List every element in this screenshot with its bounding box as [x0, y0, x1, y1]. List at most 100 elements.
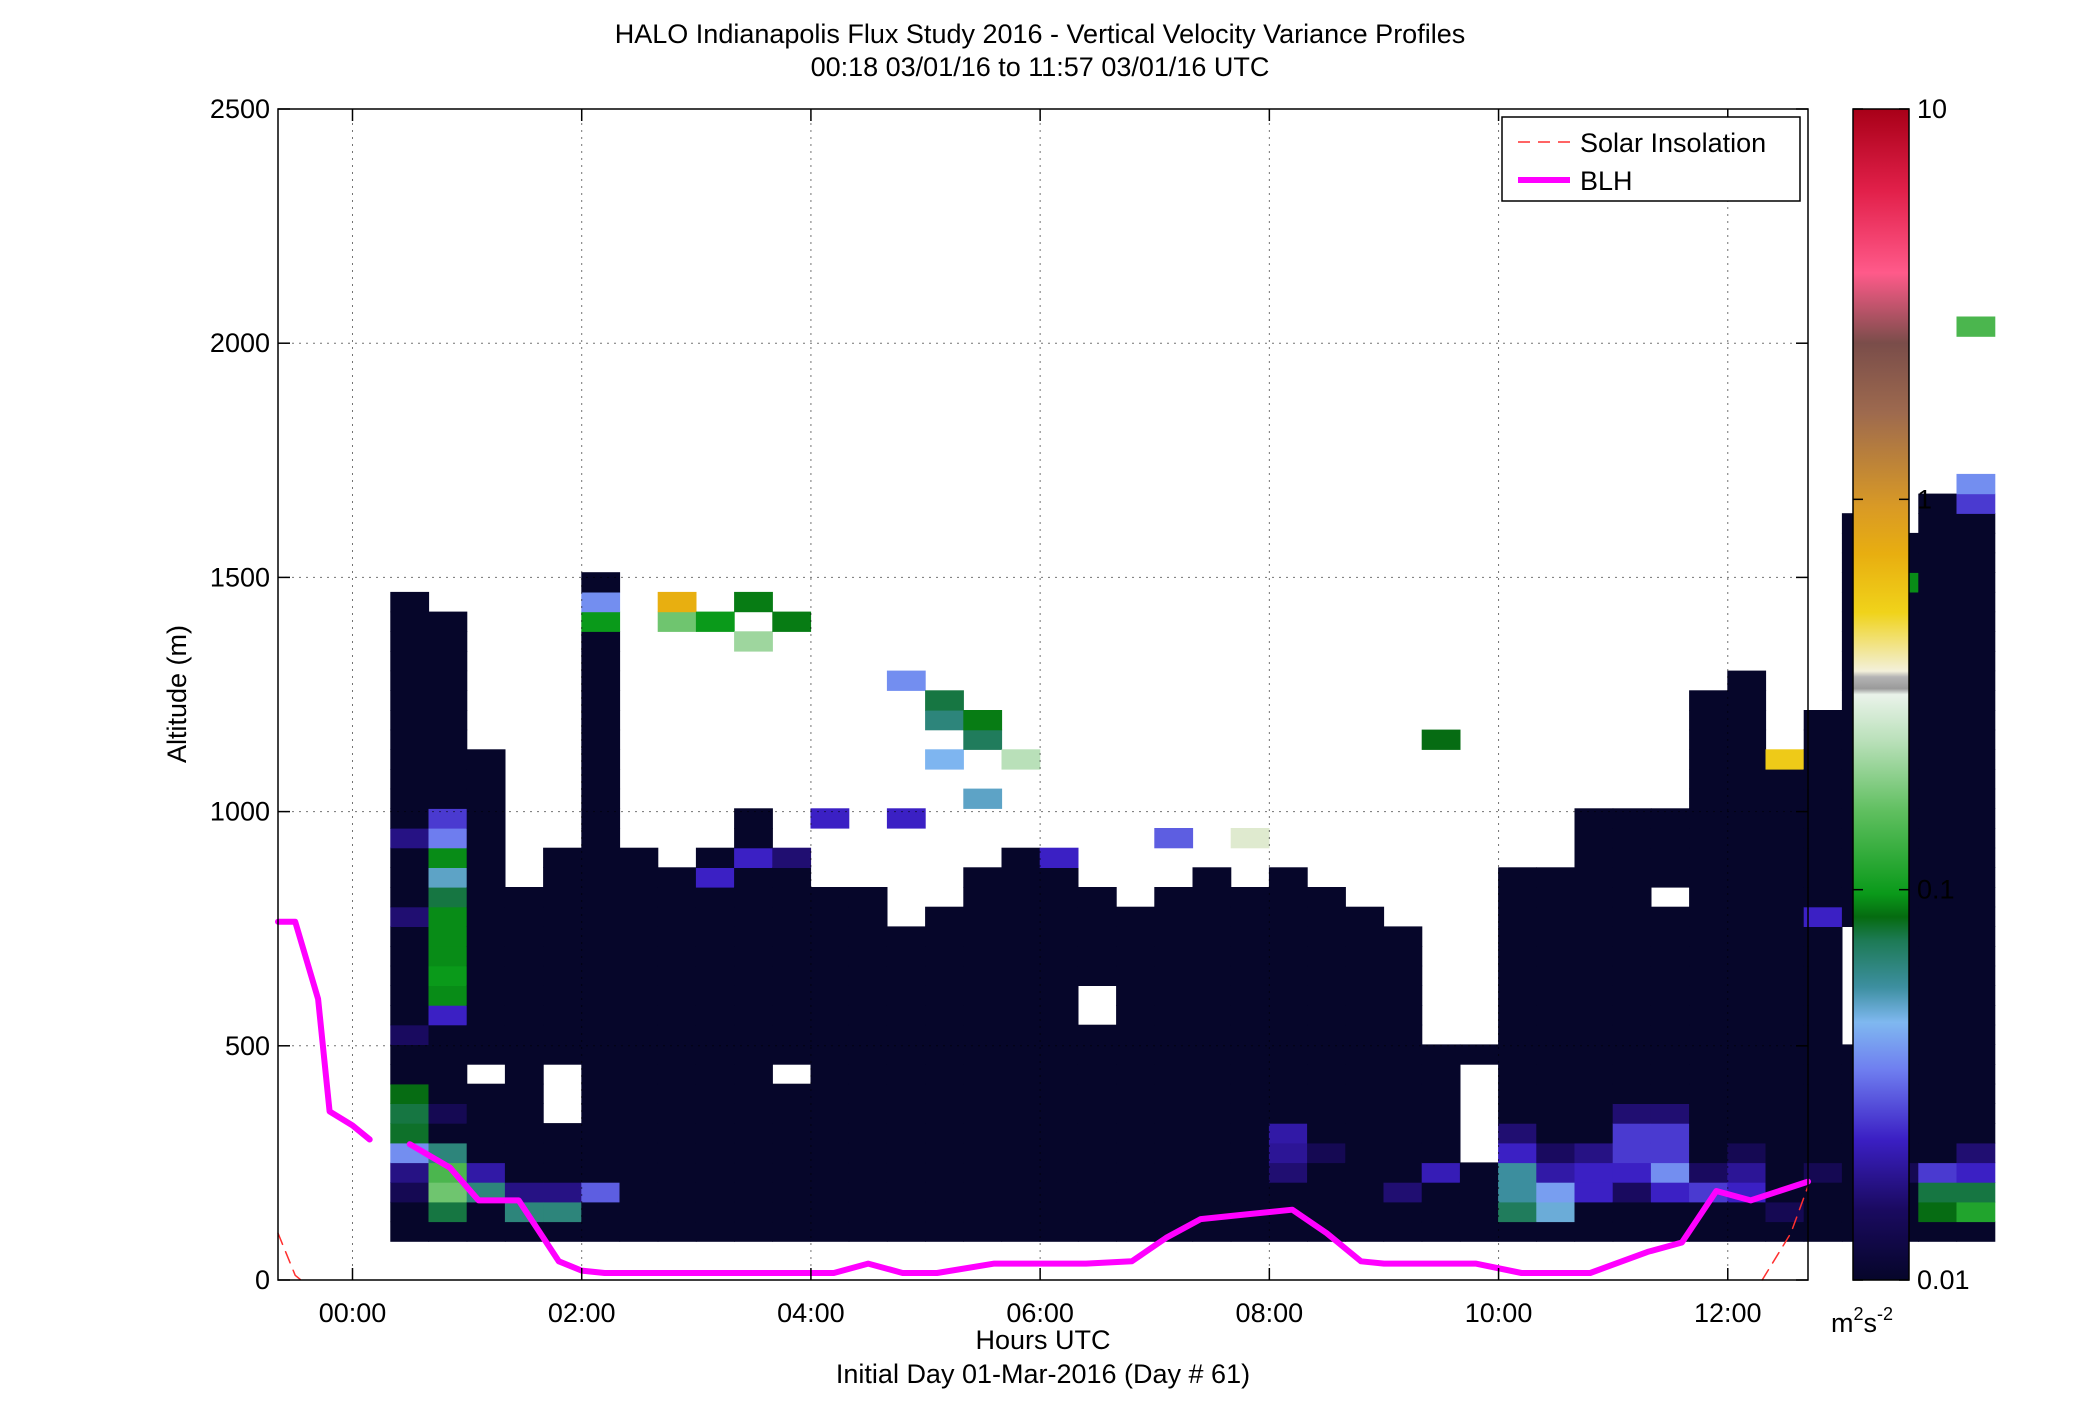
heat-cell: [1689, 1064, 1728, 1085]
heat-cell: [657, 985, 697, 1006]
heat-cell: [1230, 1005, 1270, 1026]
heat-cell: [1536, 1201, 1576, 1223]
heat-cell: [1039, 1083, 1079, 1104]
legend-label-solar: Solar Insolation: [1580, 128, 1766, 158]
heat-cell: [1001, 1142, 1041, 1164]
heat-cell: [1268, 1182, 1308, 1203]
heat-cell: [390, 1103, 430, 1124]
heat-cell: [1077, 965, 1117, 986]
heat-cell: [1574, 1044, 1614, 1065]
heat-cell: [772, 926, 812, 947]
heat-cell: [1421, 1142, 1461, 1164]
heat-cell: [1154, 965, 1194, 986]
heat-cell: [1039, 946, 1079, 967]
heat-cell: [1116, 946, 1155, 967]
heat-cell: [428, 729, 468, 750]
heat-cell: [1574, 1064, 1614, 1085]
heat-cell: [848, 1005, 888, 1026]
heat-cell: [1307, 1044, 1346, 1065]
heat-cell: [390, 1123, 430, 1144]
heat-cell: [1154, 828, 1194, 849]
heat-cell: [848, 1221, 888, 1242]
heat-cell: [1230, 1024, 1270, 1045]
heat-cell: [1154, 1182, 1194, 1203]
heat-cell: [1727, 1083, 1767, 1104]
heat-cell: [581, 1083, 621, 1104]
heat-cell: [1307, 926, 1346, 947]
heat-cell: [1918, 808, 1958, 829]
heat-cell: [734, 867, 773, 888]
heat-cell: [1268, 965, 1308, 986]
heat-cell: [734, 1044, 773, 1065]
heat-cell: [1689, 887, 1728, 908]
heat-cell: [504, 1182, 544, 1203]
heat-cell: [581, 906, 621, 927]
heat-cell: [619, 985, 659, 1006]
colorbar-tick-label: 0.1: [1917, 875, 1955, 905]
heat-cell: [1154, 926, 1194, 947]
heat-cell: [466, 788, 506, 809]
heat-cell: [1956, 887, 1996, 908]
heat-cell: [1727, 749, 1767, 770]
heat-cell: [1918, 847, 1958, 868]
heat-cell: [963, 887, 1003, 908]
heat-cell: [772, 1005, 812, 1026]
heat-cell: [963, 946, 1003, 967]
heat-cell: [1918, 552, 1958, 573]
heat-cell: [390, 710, 430, 731]
chart-title: HALO Indianapolis Flux Study 2016 - Vert…: [615, 19, 1465, 49]
heat-cell: [581, 965, 621, 986]
heat-cell: [695, 965, 735, 986]
heat-cell: [466, 1083, 506, 1104]
heat-cell: [466, 1162, 506, 1183]
heat-cell: [1765, 906, 1805, 927]
heat-cell: [1116, 1162, 1155, 1183]
heat-cell: [1307, 1103, 1346, 1124]
heat-cell: [1689, 1142, 1728, 1164]
heat-cell: [810, 1103, 850, 1124]
colorbar: 0.01 0.1 1 10 m2s-2: [1831, 94, 1970, 1338]
heat-cell: [1650, 808, 1690, 829]
heat-cell: [925, 749, 964, 770]
heat-cell: [1498, 1103, 1537, 1124]
heat-cell: [963, 1044, 1003, 1065]
heat-cell: [504, 1044, 544, 1065]
heat-cell: [1345, 1201, 1385, 1223]
heat-cell: [1956, 946, 1996, 967]
heat-cell: [1956, 847, 1996, 868]
heat-cell: [428, 1103, 468, 1124]
heat-cell: [619, 926, 659, 947]
heat-cell: [1192, 1162, 1232, 1183]
heat-cell: [504, 906, 544, 927]
heat-cell: [1956, 670, 1996, 691]
heat-cell: [1039, 1221, 1079, 1242]
heat-cell: [963, 1221, 1003, 1242]
heat-cell: [543, 847, 582, 868]
heat-cell: [886, 1024, 926, 1045]
heat-cell: [1421, 1103, 1461, 1124]
heat-cell: [1039, 926, 1079, 947]
heat-cell: [1536, 946, 1576, 967]
heat-cell: [1536, 965, 1576, 986]
heat-cell: [1536, 1162, 1576, 1183]
heat-cell: [1803, 769, 1843, 790]
heat-cell: [1307, 1083, 1346, 1104]
heat-cell: [1650, 1064, 1690, 1085]
heat-cell: [1039, 1182, 1079, 1203]
heat-cell: [1383, 946, 1423, 967]
heat-cell: [1230, 1182, 1270, 1203]
heat-cell: [772, 611, 812, 632]
heat-cell: [1612, 1162, 1652, 1183]
heat-cell: [1689, 965, 1728, 986]
heat-cell: [1230, 1064, 1270, 1085]
heat-cell: [1803, 1182, 1843, 1203]
heat-cell: [1498, 1024, 1537, 1045]
heat-cell: [1307, 1182, 1346, 1203]
heat-cell: [810, 965, 850, 986]
heat-cell: [1230, 946, 1270, 967]
heat-cell: [1001, 1201, 1041, 1223]
heat-cell: [390, 1182, 430, 1203]
heat-cell: [1498, 946, 1537, 967]
heat-cell: [886, 926, 926, 947]
heat-cell: [428, 1024, 468, 1045]
